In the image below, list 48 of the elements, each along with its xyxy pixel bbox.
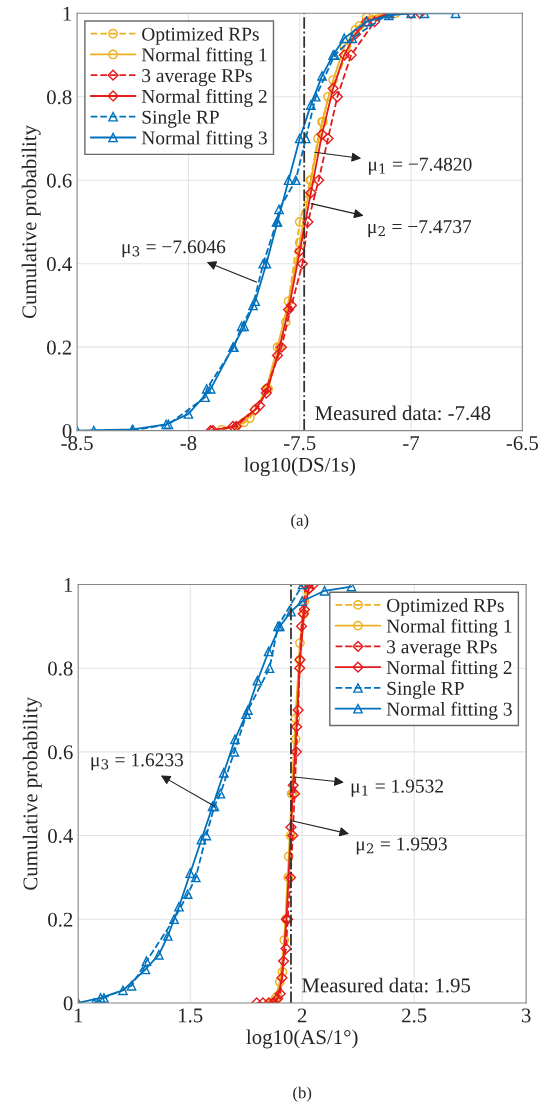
x-tick-label: 3 [521,1008,531,1023]
y-tick-label: 0.2 [48,912,73,927]
annotation: μ$_{3}$ = −7.6046 [122,240,226,258]
legend-label: Normal fitting 2 [141,89,267,107]
y-tick-label: 1 [63,6,71,21]
y-tick-label: 0.2 [47,340,72,355]
y-tick-label: 0 [62,424,72,439]
legend-label: Normal fitting 1 [386,618,512,637]
y-tick-label: 1 [64,577,73,592]
x-tick-label: 1 [74,1008,83,1023]
y-tick-label: 0.6 [48,745,73,760]
annotation: μ$_{2}$ = 1.9593 [356,837,447,855]
x-tick-label: 1.5 [179,1008,203,1023]
x-tick-label: 2.5 [402,1008,427,1023]
y-tick-label: 0.4 [48,828,74,844]
y-axis-title: Cumulative probability [22,696,42,890]
legend-label: 3 average RPs [142,69,252,87]
x-tick-label: 2 [297,1008,307,1023]
annotation: μ$_{1}$ = 1.9532 [351,779,443,797]
x-tick-label: -8 [180,436,197,451]
legend-label: Single RP [387,681,464,699]
legend-label: Optimized RPs [386,598,504,616]
legend-label: 3 average RPs [387,640,497,658]
y-tick-label: 0.6 [47,173,72,188]
legend-label: Normal fitting 1 [141,47,267,66]
y-tick-label: 0.8 [48,661,73,676]
text: (b) [293,1086,312,1102]
annotation: μ$_{2}$ = −7.4737 [368,220,472,238]
x-tick-label: -8.5 [61,436,93,451]
x-axis-title: log10(AS/1°) [246,1029,358,1049]
annotation: μ$_{3}$ = 1.6233 [91,753,184,771]
legend-label: Single RP [142,110,219,128]
legend-label: Normal fitting 3 [386,701,512,720]
x-tick-label: -7 [403,436,420,450]
x-axis-title: log10(DS/1s) [244,457,355,477]
legend-label: Normal fitting 2 [386,660,512,679]
annotation: μ$_{1}$ = −7.4820 [369,157,472,175]
y-tick-label: 0.8 [47,90,72,105]
ref-line-label: Measured data: 1.95 [302,977,471,993]
y-tick-label: 0 [63,996,73,1011]
y-tick-label: 0.4 [47,257,72,272]
text: (a) [291,514,309,530]
legend-label: Normal fitting 3 [141,130,267,149]
x-tick-label: -7.5 [284,436,316,451]
y-axis-title: Cumulative probability [21,125,41,319]
x-tick-label: -6.5 [506,436,539,451]
legend-label: Optimized RPs [142,27,259,45]
ref-line-label: Measured data: -7.48 [315,405,491,421]
